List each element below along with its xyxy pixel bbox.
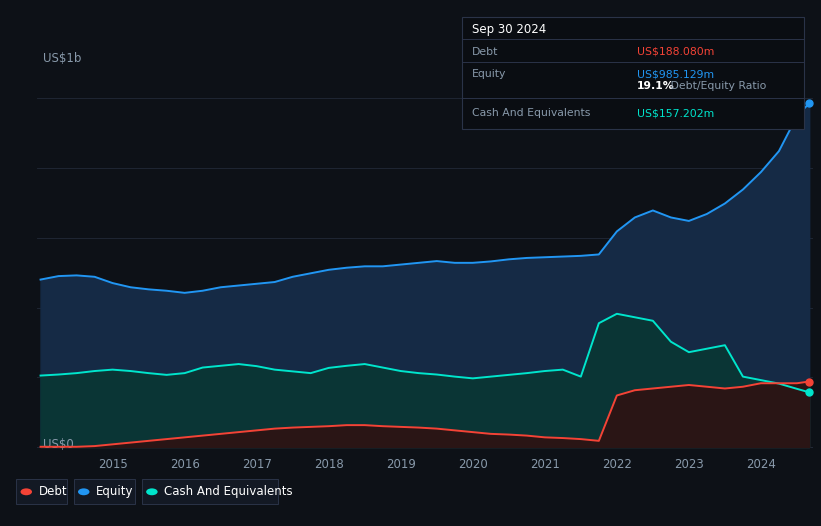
Text: Equity: Equity (96, 485, 134, 498)
Text: Debt: Debt (39, 485, 67, 498)
Text: Cash And Equivalents: Cash And Equivalents (164, 485, 293, 498)
Text: US$985.129m: US$985.129m (637, 69, 714, 79)
Text: US$188.080m: US$188.080m (637, 47, 714, 57)
Text: Sep 30 2024: Sep 30 2024 (472, 23, 546, 36)
Text: Cash And Equivalents: Cash And Equivalents (472, 108, 590, 118)
Text: Equity: Equity (472, 69, 507, 79)
Text: US$1b: US$1b (44, 52, 81, 65)
Text: Debt: Debt (472, 47, 498, 57)
Text: US$157.202m: US$157.202m (637, 108, 714, 118)
Text: US$0: US$0 (44, 438, 74, 451)
Text: 19.1%: 19.1% (637, 82, 675, 92)
Text: Debt/Equity Ratio: Debt/Equity Ratio (667, 82, 766, 92)
